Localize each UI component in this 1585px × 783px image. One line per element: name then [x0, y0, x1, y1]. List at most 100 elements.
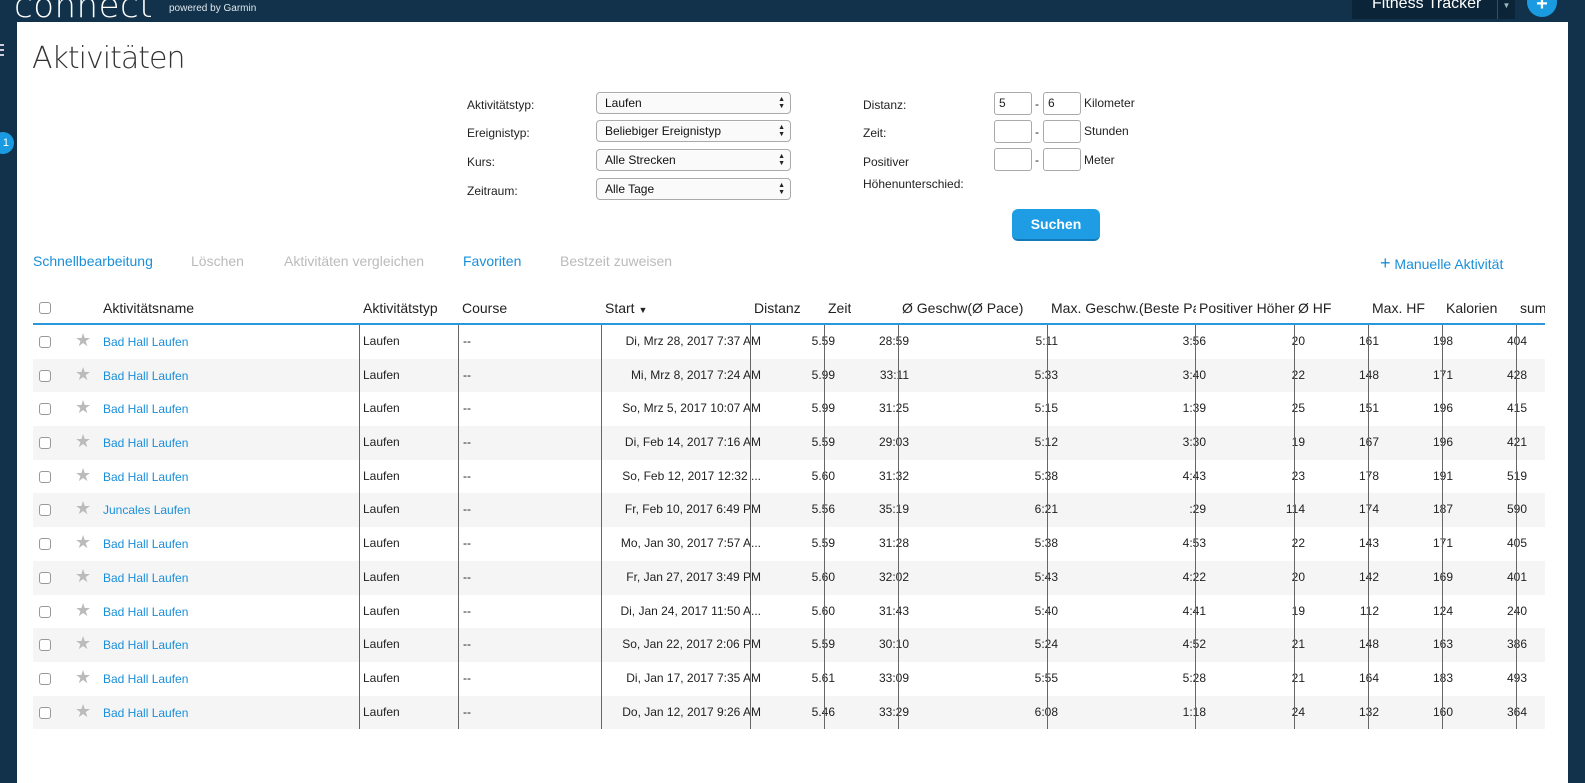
table-row[interactable]: ★ Bad Hall Laufen Laufen -- Di, Mrz 28, 2017…	[33, 325, 1545, 359]
activity-name-link[interactable]: Bad Hall Laufen	[103, 436, 189, 451]
manual-activity-link[interactable]: + Manuelle Aktivität	[1380, 253, 1503, 274]
favorite-star-icon[interactable]: ★	[75, 397, 92, 418]
cell-type: Laufen	[363, 401, 400, 416]
col-course[interactable]: Course	[462, 300, 508, 316]
favorite-star-icon[interactable]: ★	[75, 431, 92, 452]
activity-name-link[interactable]: Bad Hall Laufen	[103, 335, 189, 349]
favorite-star-icon[interactable]: ★	[75, 532, 92, 553]
period-select[interactable]: Alle Tage ▲ ▼	[596, 178, 791, 200]
favorite-star-icon[interactable]: ★	[75, 330, 92, 350]
col-distance[interactable]: Distanz	[754, 300, 801, 316]
time-to-input[interactable]	[1043, 120, 1081, 143]
table-row[interactable]: ★ Bad Hall Laufen Laufen -- Mi, Mrz 8, 2017 …	[33, 358, 1545, 393]
activity-name-link[interactable]: Bad Hall Laufen	[103, 368, 189, 383]
row-checkbox[interactable]	[39, 538, 51, 551]
col-type[interactable]: Aktivitätstyp	[363, 300, 438, 316]
cell-type: Laufen	[363, 603, 400, 618]
col-time[interactable]: Zeit	[828, 300, 852, 316]
table-row[interactable]: ★ Bad Hall Laufen Laufen -- Do, Jan 12, 2017…	[33, 695, 1545, 730]
col-calories[interactable]: Kalorien	[1446, 300, 1498, 316]
cell-type: Laufen	[363, 435, 400, 450]
activity-name-link[interactable]: Bad Hall Laufen	[103, 570, 189, 585]
favorite-star-icon[interactable]: ★	[75, 464, 92, 485]
table-row[interactable]: ★ Juncales Laufen Laufen -- Fr, Feb 10, 2017…	[33, 493, 1545, 528]
row-checkbox[interactable]	[39, 403, 51, 416]
add-button[interactable]: +	[1527, 0, 1557, 17]
favorite-star-icon[interactable]: ★	[75, 363, 92, 384]
row-checkbox[interactable]	[39, 336, 51, 348]
activity-name-link[interactable]: Bad Hall Laufen	[103, 604, 189, 619]
row-checkbox[interactable]	[39, 369, 51, 382]
table-row[interactable]: ★ Bad Hall Laufen Laufen -- So, Feb 12, 2017…	[33, 460, 1545, 494]
col-avg-speed[interactable]: Ø Geschw(Ø Pace)	[902, 300, 1024, 316]
favorite-star-icon[interactable]: ★	[75, 599, 92, 620]
row-checkbox[interactable]	[39, 504, 51, 517]
row-checkbox[interactable]	[39, 470, 51, 483]
favorite-star-icon[interactable]: ★	[75, 633, 92, 654]
cell-start: Do, Jan 12, 2017 9:26 AM	[622, 704, 761, 719]
select-arrows-icon: ▲ ▼	[778, 182, 785, 196]
cell-time: 33:11	[879, 367, 909, 382]
row-checkbox[interactable]	[39, 639, 51, 652]
search-button[interactable]: Suchen	[1012, 209, 1100, 241]
elevation-to-input[interactable]	[1043, 148, 1081, 171]
distance-from-input[interactable]: 5	[994, 92, 1032, 115]
activity-type-select[interactable]: Laufen ▲ ▼	[596, 92, 791, 114]
row-checkbox[interactable]	[39, 437, 51, 450]
row-checkbox[interactable]	[39, 605, 51, 618]
notification-badge[interactable]: 1	[0, 132, 14, 154]
activity-name-link[interactable]: Bad Hall Laufen	[103, 537, 189, 552]
activity-name-link[interactable]: Bad Hall Laufen	[103, 671, 189, 686]
favorite-star-icon[interactable]: ★	[75, 498, 92, 519]
cell-avg-hr: 112	[1359, 603, 1379, 618]
activity-name-link[interactable]: Bad Hall Laufen	[103, 638, 189, 653]
activity-name-link[interactable]: Bad Hall Laufen	[103, 469, 189, 484]
chevron-down-icon[interactable]: ▼	[1497, 0, 1515, 19]
select-arrows-icon: ▲ ▼	[778, 153, 785, 167]
assign-best-time-link[interactable]: Bestzeit zuweisen	[560, 253, 673, 269]
table-row[interactable]: ★ Bad Hall Laufen Laufen -- Mo, Jan 30, 2017…	[33, 527, 1545, 561]
cell-distance: 5.60	[768, 460, 835, 494]
favorite-star-icon[interactable]: ★	[75, 666, 92, 687]
favorite-star-icon[interactable]: ★	[75, 565, 92, 586]
course-select[interactable]: Alle Strecken ▲ ▼	[596, 149, 791, 171]
col-max-hr[interactable]: Max. HF	[1372, 300, 1425, 316]
cell-elev-gain: 22	[1291, 536, 1305, 551]
row-checkbox[interactable]	[39, 672, 51, 685]
menu-icon[interactable]	[0, 44, 4, 59]
col-name[interactable]: Aktivitätsname	[103, 300, 195, 316]
activity-name-link[interactable]: Bad Hall Laufen	[103, 402, 189, 417]
col-max-speed[interactable]: Max. Geschw.(Beste Pa	[1051, 300, 1196, 316]
col-elev-gain[interactable]: Positiver Höher	[1199, 300, 1295, 316]
table-row[interactable]: ★ Bad Hall Laufen Laufen -- Di, Jan 24, 2017…	[33, 595, 1545, 629]
col-avg-hr[interactable]: Ø HF	[1298, 300, 1332, 316]
favorites-link[interactable]: Favoriten	[463, 253, 522, 269]
table-row[interactable]: ★ Bad Hall Laufen Laufen -- Fr, Jan 27, 2017…	[33, 560, 1545, 595]
activity-name-link[interactable]: Juncales Laufen	[103, 503, 191, 518]
quick-edit-link[interactable]: Schnellbearbeitung	[33, 253, 153, 269]
table-row[interactable]: ★ Bad Hall Laufen Laufen -- So, Jan 22, 2017…	[33, 628, 1545, 662]
row-checkbox[interactable]	[39, 571, 51, 584]
cell-type: Laufen	[363, 334, 400, 348]
course-label: Kurs:	[467, 155, 496, 169]
event-type-select[interactable]: Beliebiger Ereignistyp ▲ ▼	[596, 120, 791, 142]
activity-name-link[interactable]: Bad Hall Laufen	[103, 705, 189, 720]
select-all-checkbox[interactable]	[39, 302, 51, 314]
elevation-from-input[interactable]	[994, 148, 1032, 171]
device-selector[interactable]: Fitness Tracker ▼	[1352, 0, 1515, 19]
table-row[interactable]: ★ Bad Hall Laufen Laufen -- So, Mrz 5, 2017 …	[33, 392, 1545, 426]
time-from-input[interactable]	[994, 120, 1032, 143]
favorite-star-icon[interactable]: ★	[75, 700, 92, 721]
cell-time: 30:10	[878, 637, 909, 652]
table-row[interactable]: ★ Bad Hall Laufen Laufen -- Di, Feb 14, 2017…	[33, 426, 1545, 460]
row-checkbox[interactable]	[39, 706, 51, 719]
cell-course: --	[463, 468, 471, 483]
table-row[interactable]: ★ Bad Hall Laufen Laufen -- Di, Jan 17, 2017…	[33, 662, 1545, 696]
col-start[interactable]: Start ▼	[605, 300, 647, 316]
connect-logo[interactable]: connect	[14, 0, 154, 26]
delete-link[interactable]: Löschen	[191, 253, 244, 269]
distance-to-input[interactable]: 6	[1043, 92, 1081, 115]
distance-unit: Kilometer	[1084, 96, 1135, 110]
col-sum[interactable]: sum	[1520, 300, 1545, 316]
compare-link[interactable]: Aktivitäten vergleichen	[284, 253, 425, 269]
